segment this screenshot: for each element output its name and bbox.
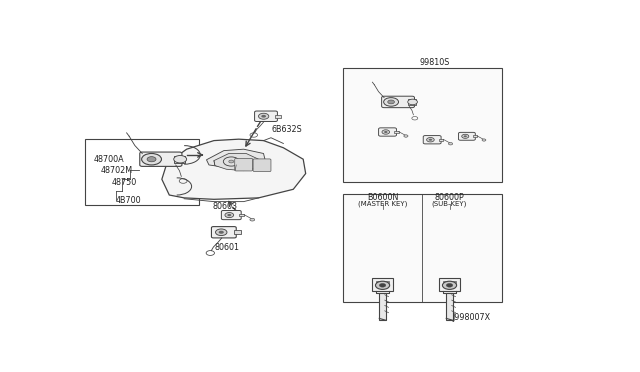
Bar	[439, 138, 444, 141]
FancyBboxPatch shape	[211, 227, 236, 238]
Text: 99810S: 99810S	[420, 58, 451, 67]
Bar	[234, 230, 241, 234]
FancyBboxPatch shape	[253, 159, 271, 171]
Circle shape	[229, 160, 234, 163]
Circle shape	[225, 212, 234, 218]
FancyBboxPatch shape	[173, 156, 184, 163]
Circle shape	[446, 283, 452, 287]
Circle shape	[219, 231, 224, 234]
Circle shape	[382, 130, 390, 134]
Circle shape	[227, 214, 231, 216]
FancyBboxPatch shape	[379, 128, 396, 136]
FancyBboxPatch shape	[235, 158, 253, 171]
Circle shape	[384, 131, 388, 133]
Bar	[343, 68, 502, 182]
FancyBboxPatch shape	[255, 111, 277, 122]
Text: 80600P: 80600P	[435, 193, 465, 202]
Circle shape	[461, 134, 469, 138]
Circle shape	[250, 218, 255, 221]
Circle shape	[427, 138, 435, 142]
FancyBboxPatch shape	[221, 211, 241, 219]
Text: (MASTER KEY): (MASTER KEY)	[358, 200, 407, 206]
Circle shape	[173, 155, 187, 163]
Text: 48750: 48750	[111, 178, 136, 187]
Circle shape	[376, 281, 390, 289]
Polygon shape	[207, 149, 266, 169]
Polygon shape	[162, 139, 306, 199]
Bar	[85, 139, 199, 205]
Circle shape	[388, 100, 394, 104]
Bar	[376, 281, 389, 283]
Text: 48700A: 48700A	[94, 155, 125, 164]
Text: 80603: 80603	[213, 202, 238, 211]
Bar	[394, 131, 399, 133]
Bar	[474, 135, 477, 137]
Text: 4B700: 4B700	[116, 196, 141, 205]
FancyBboxPatch shape	[458, 132, 476, 140]
Circle shape	[147, 157, 156, 162]
Circle shape	[429, 139, 432, 141]
Circle shape	[261, 115, 266, 118]
Circle shape	[380, 283, 386, 287]
FancyBboxPatch shape	[438, 278, 460, 291]
Circle shape	[259, 113, 269, 119]
FancyBboxPatch shape	[423, 135, 441, 144]
Bar	[343, 193, 502, 302]
FancyBboxPatch shape	[140, 152, 182, 166]
Bar	[275, 115, 281, 118]
Text: J998007X: J998007X	[452, 313, 491, 322]
Bar	[380, 294, 386, 320]
Text: 80601: 80601	[215, 243, 240, 253]
Circle shape	[404, 135, 408, 137]
Circle shape	[482, 139, 486, 141]
Circle shape	[449, 142, 452, 145]
Text: 48702M: 48702M	[101, 166, 133, 175]
FancyBboxPatch shape	[372, 278, 394, 291]
Circle shape	[141, 154, 161, 165]
Text: B0600N: B0600N	[367, 193, 398, 202]
FancyBboxPatch shape	[408, 99, 416, 105]
Bar	[446, 294, 452, 320]
Circle shape	[383, 97, 399, 106]
Circle shape	[463, 135, 467, 137]
FancyBboxPatch shape	[381, 96, 415, 108]
Text: (SUB-KEY): (SUB-KEY)	[432, 200, 467, 206]
Circle shape	[408, 99, 417, 105]
Bar	[239, 214, 244, 217]
Bar	[443, 281, 456, 283]
Circle shape	[216, 229, 227, 235]
Text: 6B632S: 6B632S	[272, 125, 303, 134]
Polygon shape	[214, 154, 259, 171]
Circle shape	[442, 281, 456, 289]
